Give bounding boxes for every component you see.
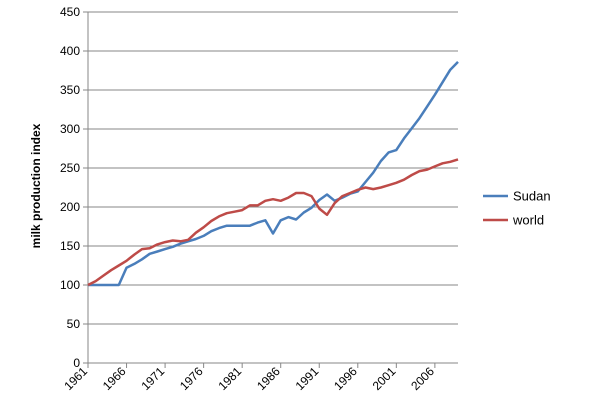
y-tick-label: 200 — [60, 200, 80, 214]
series-line-sudan — [88, 61, 459, 287]
y-tick-label: 400 — [60, 44, 80, 58]
y-axis-ticks: 0 50 100 150 200 250 300 350 400 450 — [60, 5, 88, 370]
legend: Sudan world — [483, 189, 551, 228]
x-tick-label: 2006 — [408, 364, 437, 393]
x-tick-label: 2001 — [370, 364, 399, 393]
y-tick-label: 300 — [60, 122, 80, 136]
axes — [87, 12, 458, 364]
y-tick-label: 150 — [60, 239, 80, 253]
y-tick-label: 250 — [60, 161, 80, 175]
gridlines — [88, 11, 458, 325]
x-tick-label: 1971 — [138, 364, 167, 393]
legend-label: Sudan — [513, 189, 551, 204]
x-tick-label: 1981 — [216, 364, 245, 393]
y-tick-label: 100 — [60, 278, 80, 292]
y-axis-label: milk production index — [29, 123, 43, 248]
series-line-world — [87, 158, 459, 287]
y-tick-label: 0 — [73, 356, 80, 370]
x-tick-label: 1961 — [61, 364, 90, 393]
x-axis-ticks: 1961 1966 1971 1976 1981 1986 1991 1996 2001 2006 — [61, 363, 437, 393]
y-tick-label: 350 — [60, 83, 80, 97]
series-lines — [87, 61, 459, 287]
x-tick-label: 1966 — [100, 364, 129, 393]
x-tick-label: 1996 — [331, 364, 360, 393]
x-tick-label: 1986 — [254, 364, 283, 393]
legend-label: world — [512, 213, 544, 228]
y-tick-label: 50 — [67, 317, 81, 331]
x-tick-label: 1991 — [293, 364, 322, 393]
x-tick-label: 1976 — [177, 364, 206, 393]
y-tick-label: 450 — [60, 5, 80, 19]
